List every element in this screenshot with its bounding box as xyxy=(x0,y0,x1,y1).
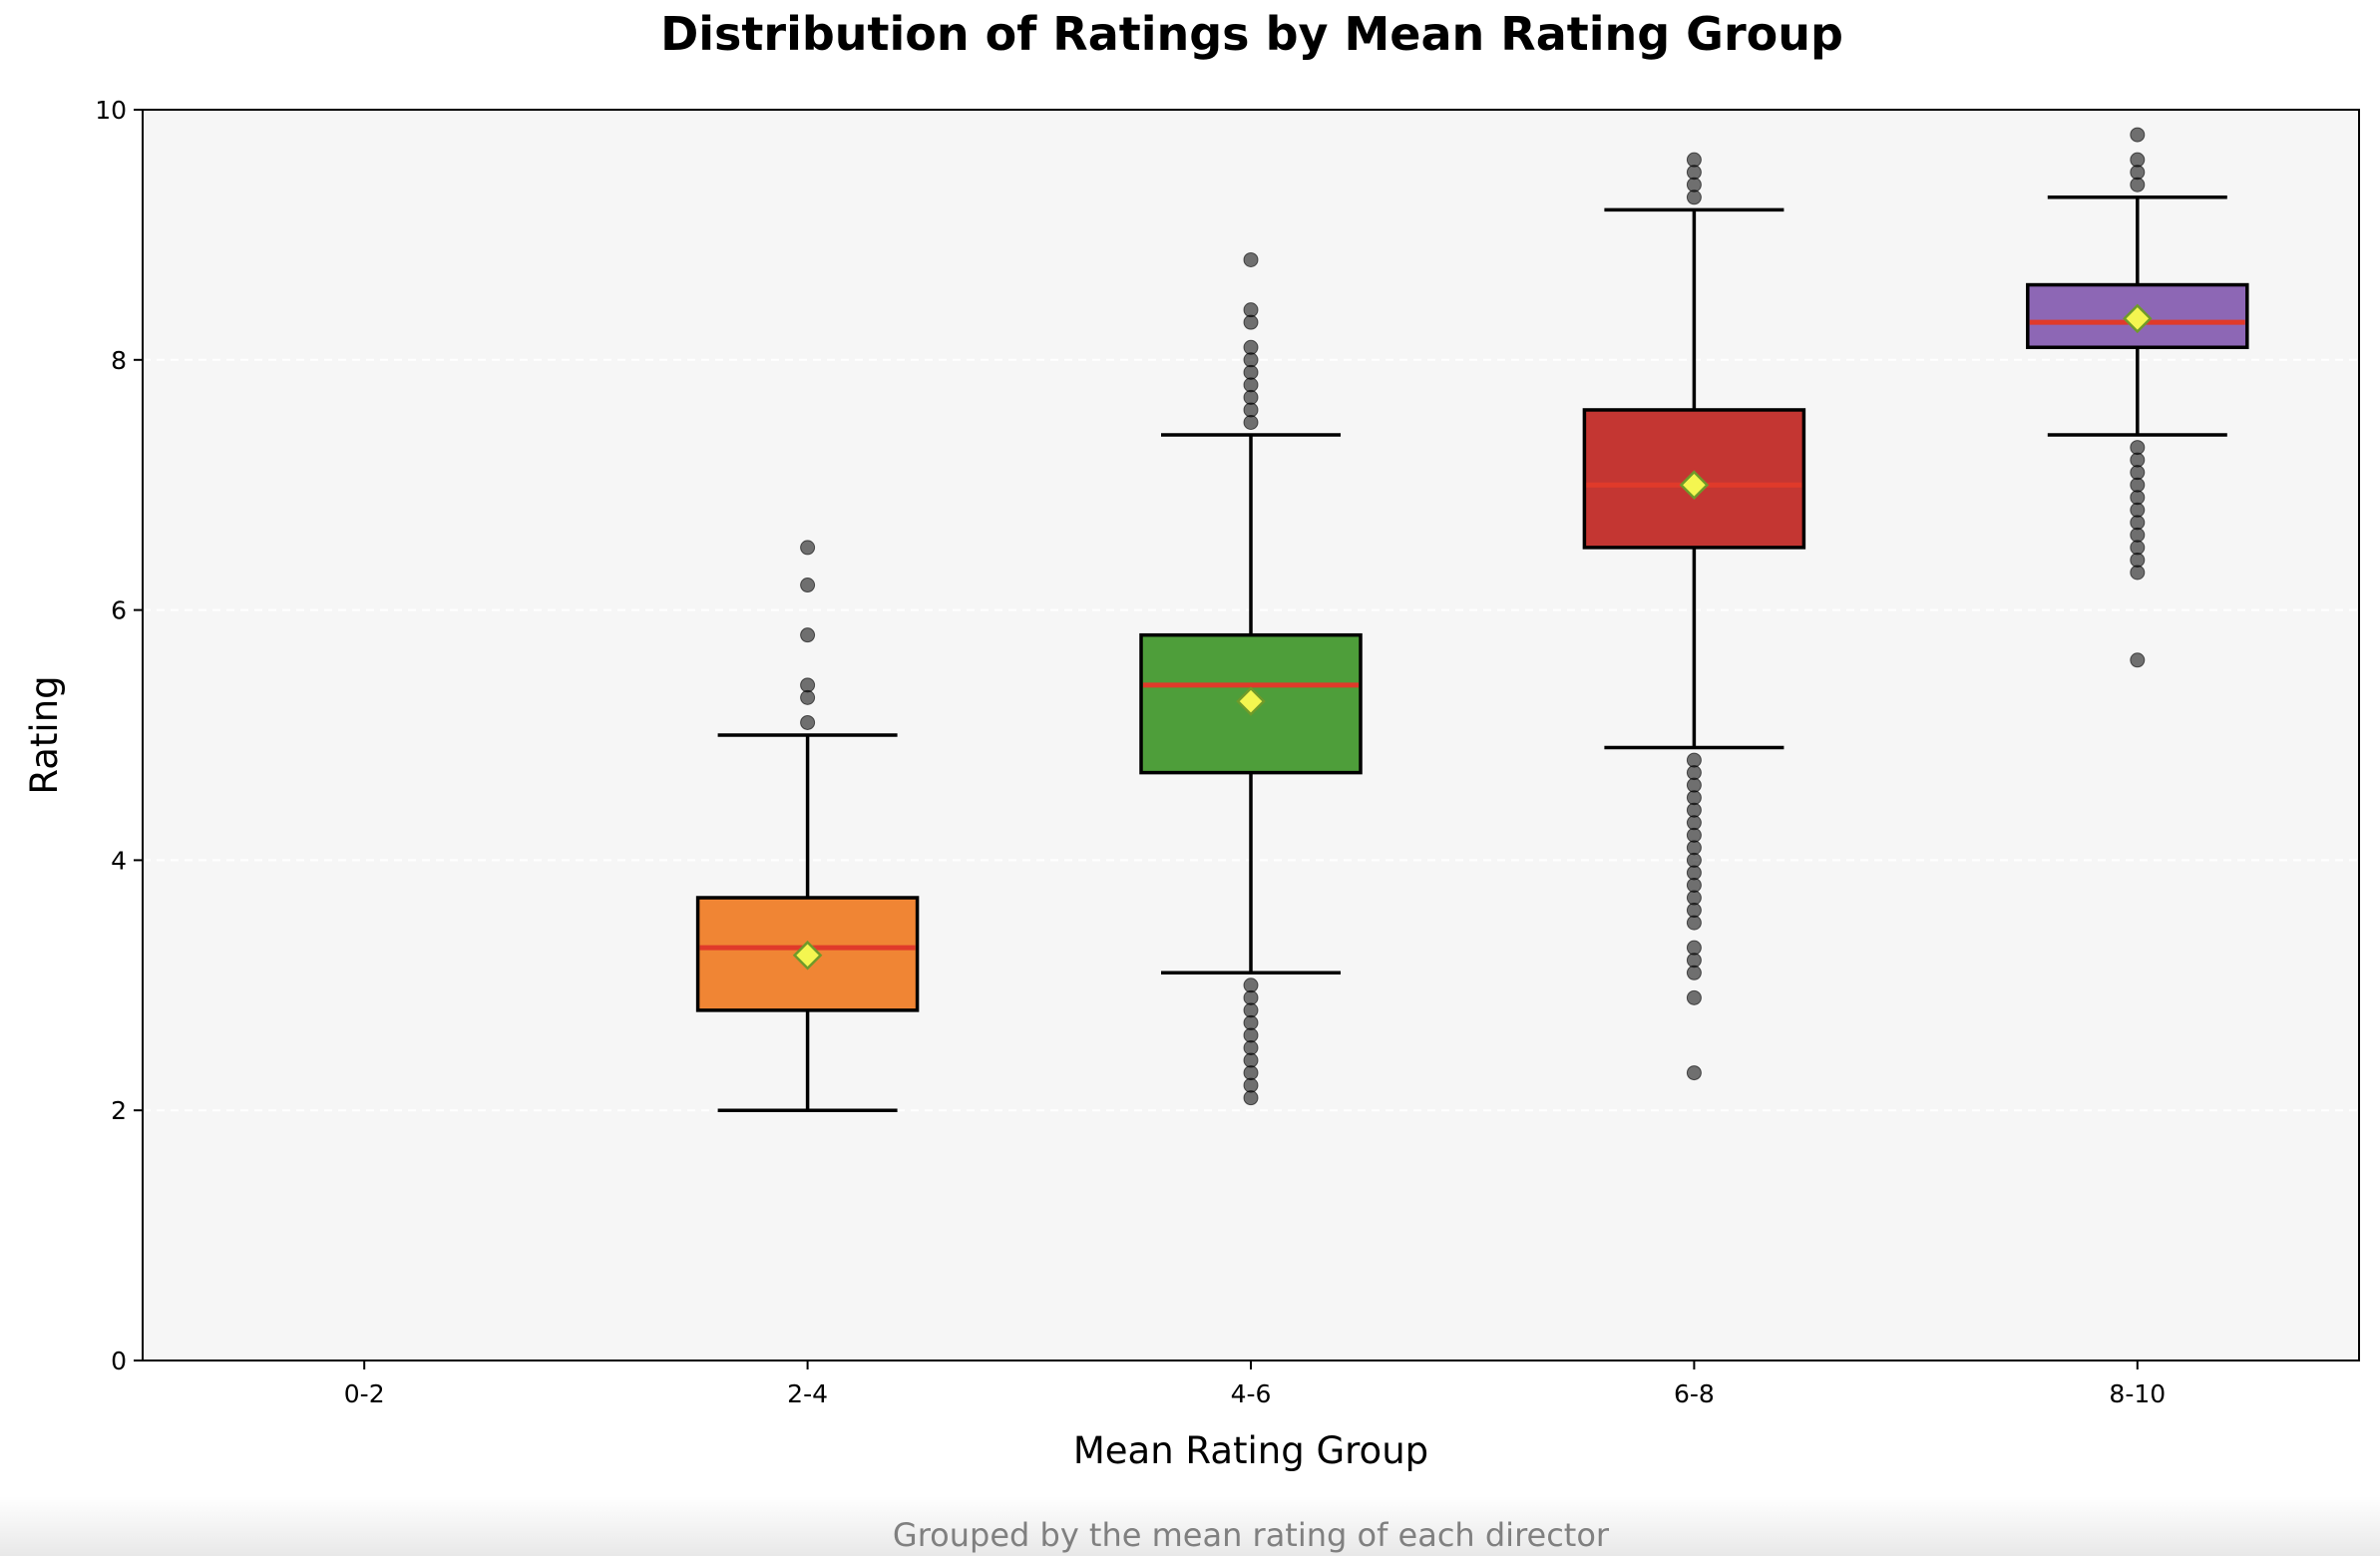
box-iqr xyxy=(1139,632,1363,775)
outlier-point xyxy=(1686,815,1702,831)
outlier-point xyxy=(1243,1002,1259,1018)
x-tick-label: 0-2 xyxy=(344,1379,385,1408)
outlier-point xyxy=(1686,1065,1702,1081)
outlier-point xyxy=(1243,364,1259,380)
outlier-point xyxy=(1243,302,1259,318)
mean-marker xyxy=(2123,303,2153,334)
outlier-point xyxy=(1243,1065,1259,1081)
box-group-6-8 xyxy=(1582,152,1806,1081)
outlier-point xyxy=(1243,1027,1259,1043)
outlier-point xyxy=(2130,552,2146,568)
outlier-point xyxy=(2130,465,2146,481)
outlier-point xyxy=(2130,127,2146,143)
outlier-point xyxy=(800,714,816,730)
box-group-4-6 xyxy=(1139,251,1363,1106)
outlier-point xyxy=(1243,377,1259,393)
outlier-point xyxy=(2130,490,2146,506)
chart-title: Distribution of Ratings by Mean Rating G… xyxy=(660,7,1843,61)
outlier-point xyxy=(1686,765,1702,781)
outlier-point xyxy=(1686,165,1702,181)
outlier-point xyxy=(1243,251,1259,267)
outlier-point xyxy=(1686,802,1702,818)
outlier-point xyxy=(800,540,816,556)
y-tick-label: 2 xyxy=(111,1096,127,1125)
outlier-point xyxy=(1686,989,1702,1005)
outlier-point xyxy=(800,578,816,593)
outlier-point xyxy=(1686,953,1702,969)
outlier-point xyxy=(2130,452,2146,468)
outlier-point xyxy=(2130,515,2146,531)
box-series xyxy=(695,127,2249,1112)
outlier-point xyxy=(1686,890,1702,906)
outlier-point xyxy=(1686,752,1702,768)
outlier-point xyxy=(2130,565,2146,581)
x-tick-label: 8-10 xyxy=(2109,1379,2166,1408)
outlier-point xyxy=(1243,1077,1259,1093)
x-axis: 0-2 2-4 4-6 6-8 8-10 xyxy=(344,1361,2166,1408)
outlier-point xyxy=(1243,1090,1259,1106)
outlier-point xyxy=(1686,877,1702,893)
outlier-point xyxy=(1686,865,1702,881)
box-group-2-4 xyxy=(695,540,920,1112)
mean-marker xyxy=(792,940,823,971)
outlier-point xyxy=(1243,402,1259,418)
outlier-point xyxy=(2130,527,2146,543)
outlier-point xyxy=(1686,790,1702,806)
outlier-point xyxy=(2130,165,2146,181)
outlier-point xyxy=(1686,177,1702,193)
outlier-point xyxy=(1243,977,1259,993)
outlier-point xyxy=(1243,339,1259,355)
outlier-point xyxy=(1686,840,1702,856)
mean-marker xyxy=(1236,686,1266,716)
x-axis-label: Mean Rating Group xyxy=(1073,1429,1428,1472)
outlier-point xyxy=(1686,777,1702,793)
y-tick-label: 8 xyxy=(111,346,127,375)
x-tick-label: 4-6 xyxy=(1231,1379,1272,1408)
outlier-point xyxy=(2130,177,2146,193)
outlier-point xyxy=(1686,965,1702,980)
outlier-point xyxy=(800,677,816,693)
outlier-point xyxy=(2130,152,2146,168)
y-axis: 0 2 4 6 8 10 xyxy=(95,96,143,1375)
y-tick-label: 10 xyxy=(95,96,127,125)
outlier-point xyxy=(2130,477,2146,493)
outlier-point xyxy=(1243,389,1259,405)
y-tick-label: 4 xyxy=(111,846,127,875)
outlier-point xyxy=(1243,989,1259,1005)
mean-marker xyxy=(1679,470,1710,500)
outlier-point xyxy=(1686,852,1702,868)
outlier-point xyxy=(2130,502,2146,518)
outlier-point xyxy=(800,627,816,643)
outlier-point xyxy=(1686,903,1702,919)
outlier-point xyxy=(2130,652,2146,668)
box-group-8-10 xyxy=(2026,127,2249,668)
outlier-point xyxy=(1686,827,1702,843)
outlier-point xyxy=(1243,352,1259,368)
y-tick-label: 0 xyxy=(111,1347,127,1375)
outlier-point xyxy=(1243,314,1259,330)
y-tick-label: 6 xyxy=(111,596,127,625)
outlier-point xyxy=(1686,190,1702,205)
outlier-point xyxy=(1686,940,1702,956)
y-axis-label: Rating xyxy=(23,675,66,794)
outlier-point xyxy=(1686,915,1702,931)
outlier-point xyxy=(800,689,816,705)
x-tick-label: 2-4 xyxy=(787,1379,828,1408)
outlier-point xyxy=(1243,1052,1259,1068)
outlier-point xyxy=(1243,1040,1259,1055)
outlier-point xyxy=(2130,540,2146,556)
outlier-point xyxy=(1243,1014,1259,1030)
outlier-point xyxy=(1686,152,1702,168)
outlier-point xyxy=(1243,415,1259,430)
x-tick-label: 6-8 xyxy=(1674,1379,1715,1408)
outlier-point xyxy=(2130,440,2146,456)
